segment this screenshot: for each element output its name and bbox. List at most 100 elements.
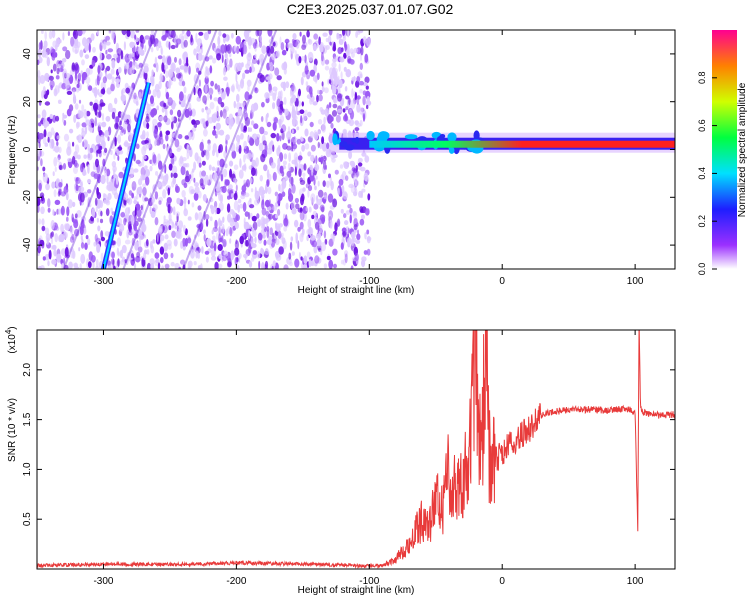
y-tick-label: -20: [22, 190, 33, 205]
noise-blob: [349, 99, 356, 110]
noise-blob: [95, 259, 99, 268]
noise-blob: [163, 252, 169, 260]
noise-blob: [159, 73, 163, 83]
noise-blob: [360, 190, 363, 199]
noise-blob: [262, 233, 266, 239]
noise-blob: [38, 99, 42, 106]
noise-blob: [54, 252, 57, 257]
noise-blob: [212, 57, 217, 64]
noise-blob: [44, 31, 47, 41]
noise-blob: [138, 178, 143, 186]
snr-frame: [36, 329, 676, 570]
noise-blob: [306, 229, 311, 235]
noise-blob: [37, 201, 41, 207]
noise-blob: [256, 30, 263, 37]
noise-blob: [94, 197, 98, 206]
noise-blob: [74, 228, 80, 237]
noise-blob: [111, 59, 116, 69]
noise-blob: [111, 76, 115, 83]
noise-blob: [297, 226, 301, 232]
noise-blob: [76, 83, 80, 88]
noise-blob: [233, 192, 238, 201]
noise-blob: [134, 206, 137, 217]
noise-blob: [141, 130, 146, 139]
noise-blob: [193, 161, 197, 171]
noise-blob: [124, 239, 131, 245]
noise-blob: [214, 133, 218, 139]
noise-blob: [150, 78, 155, 87]
noise-blob: [305, 81, 309, 87]
noise-blob: [133, 263, 137, 269]
noise-blob: [54, 85, 60, 95]
noise-blob: [121, 244, 127, 254]
noise-blob: [293, 220, 299, 227]
noise-blob: [226, 57, 229, 65]
noise-blob: [199, 141, 204, 152]
noise-blob: [174, 262, 180, 269]
noise-blob: [362, 95, 366, 106]
noise-blob: [336, 108, 343, 113]
noise-blob: [351, 88, 354, 98]
noise-blob: [88, 203, 92, 208]
noise-blob: [94, 89, 97, 99]
noise-blob: [202, 194, 207, 202]
noise-blob: [227, 184, 233, 190]
noise-blob: [333, 56, 337, 63]
noise-blob: [122, 121, 128, 131]
noise-blob: [54, 233, 58, 243]
noise-blob: [179, 91, 184, 102]
noise-blob: [354, 91, 358, 101]
noise-blob: [56, 67, 60, 75]
noise-blob: [230, 142, 236, 152]
noise-blob: [345, 69, 352, 78]
noise-blob: [223, 90, 227, 96]
noise-blob: [214, 206, 218, 215]
noise-blob: [204, 100, 207, 105]
noise-blob: [330, 122, 334, 129]
noise-blob: [325, 37, 329, 43]
noise-blob: [58, 208, 61, 215]
noise-blob: [131, 192, 135, 199]
noise-blob: [173, 172, 178, 179]
noise-blob: [87, 123, 92, 132]
noise-blob: [266, 206, 272, 211]
chart-title: C2E3.2025.037.01.07.G02: [287, 1, 454, 17]
noise-blob: [90, 254, 96, 263]
noise-blob: [349, 239, 355, 245]
noise-blob: [145, 142, 151, 149]
noise-blob: [130, 215, 135, 226]
noise-blob: [170, 252, 174, 259]
noise-blob: [325, 164, 327, 170]
noise-blob: [95, 145, 99, 151]
noise-blob: [126, 229, 130, 239]
noise-blob: [91, 207, 96, 218]
noise-blob: [197, 205, 202, 211]
noise-blob: [87, 178, 92, 184]
noise-blob: [290, 82, 295, 92]
noise-blob: [239, 235, 244, 245]
noise-blob: [209, 65, 213, 74]
noise-blob: [359, 62, 363, 70]
noise-blob: [110, 207, 113, 213]
noise-blob: [182, 163, 188, 168]
noise-blob: [43, 129, 47, 138]
noise-blob: [310, 234, 316, 241]
noise-blob: [178, 220, 184, 230]
noise-blob: [217, 35, 221, 46]
noise-blob: [338, 79, 343, 89]
noise-blob: [88, 42, 91, 53]
noise-blob: [321, 81, 324, 87]
noise-blob: [102, 76, 107, 84]
noise-blob: [201, 108, 205, 113]
noise-blob: [182, 224, 186, 233]
noise-blob: [37, 114, 41, 119]
noise-blob: [175, 220, 178, 226]
noise-blob: [205, 256, 209, 263]
noise-blob: [211, 166, 216, 172]
noise-blob: [194, 186, 200, 194]
noise-blob: [229, 226, 233, 237]
noise-blob: [316, 238, 322, 247]
noise-blob: [249, 212, 253, 219]
noise-blob: [168, 147, 173, 157]
noise-blob: [231, 32, 234, 39]
